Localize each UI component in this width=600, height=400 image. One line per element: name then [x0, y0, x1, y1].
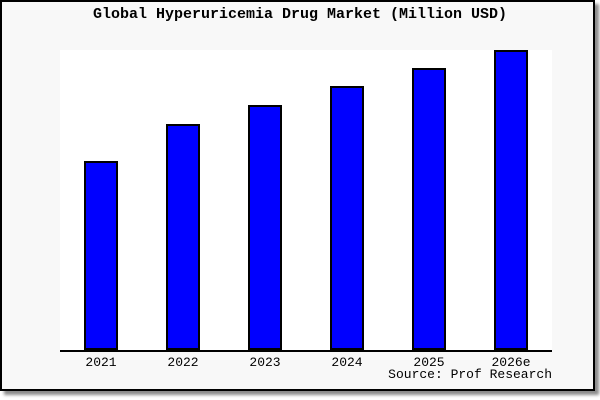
bar-2024: [330, 86, 364, 350]
x-tick-label-2026e: 2026e: [491, 355, 531, 370]
x-tick-label-2022: 2022: [167, 355, 199, 370]
x-tick-label-2023: 2023: [249, 355, 281, 370]
x-tick-label-2024: 2024: [331, 355, 363, 370]
bar-2023: [248, 105, 282, 350]
bar-2022: [166, 124, 200, 350]
bar-2021: [84, 161, 118, 350]
x-tick-label-2025: 2025: [413, 355, 445, 370]
plot-area: [60, 50, 552, 352]
bar-2025: [412, 68, 446, 350]
x-axis-tick-labels: 2021 2022 2023 2024 2025 2026e: [60, 355, 552, 370]
x-tick-label-2021: 2021: [85, 355, 117, 370]
bar-2026e: [494, 50, 528, 350]
source-note: Source: Prof Research: [388, 367, 552, 382]
chart-title: Global Hyperuricemia Drug Market (Millio…: [92, 6, 508, 23]
